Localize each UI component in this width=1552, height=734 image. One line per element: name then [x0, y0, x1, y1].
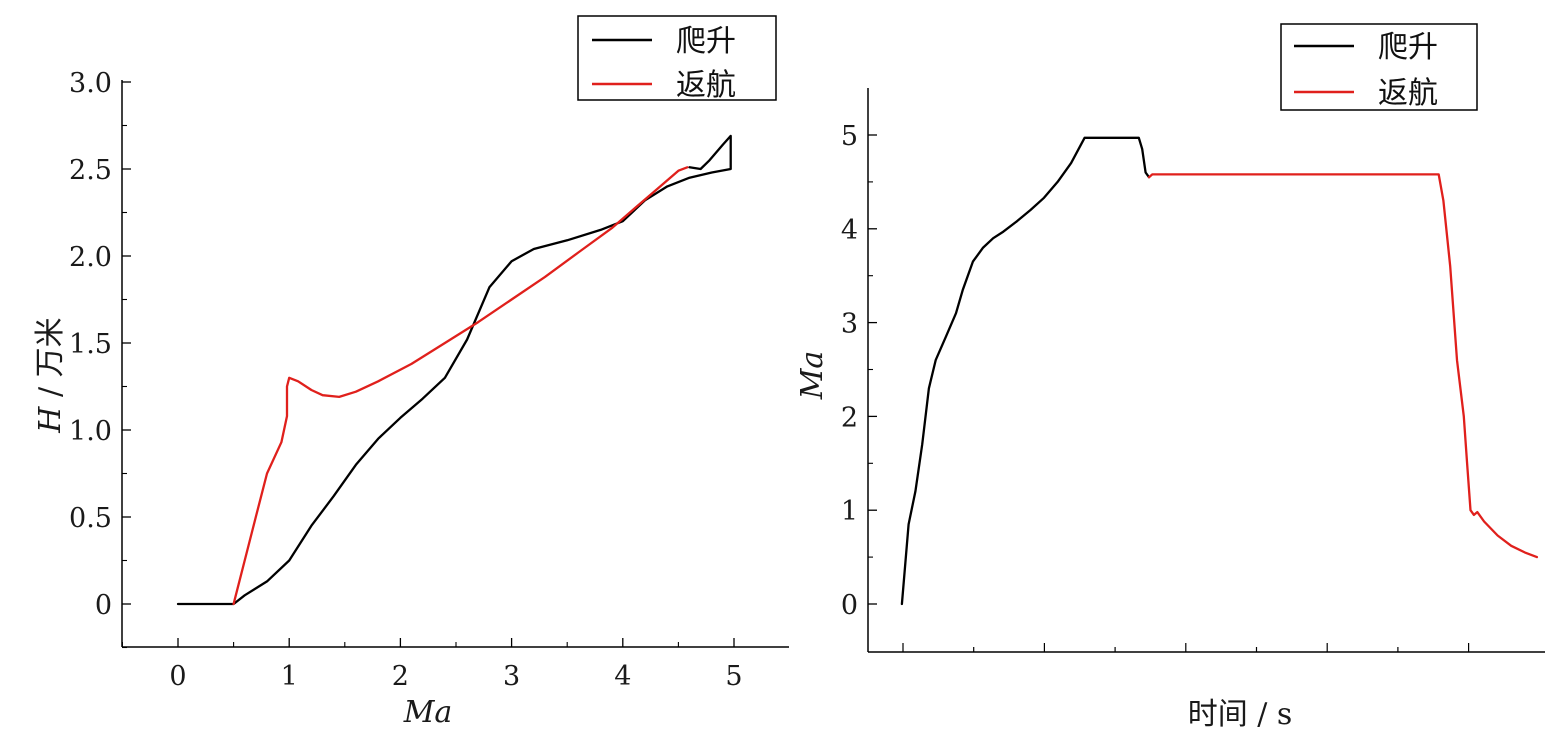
chart2-series-return — [1147, 173, 1539, 559]
chart1-x-axis-label: Ma — [403, 695, 453, 730]
chart2-series — [900, 136, 1539, 606]
chart1-legend-label-return: 返航 — [676, 68, 736, 103]
chart1-x-tick-label: 4 — [614, 661, 631, 692]
chart1-legend-box — [577, 15, 777, 101]
chart1-series — [176, 134, 732, 606]
chart2-y-tick-label: 2 — [841, 402, 858, 433]
chart2-legend: 爬升 返航 — [1280, 23, 1478, 111]
chart2-y-axis-label: Ma — [795, 351, 830, 401]
chart-mach-vs-time: 0 1 2 3 4 5 时间 / s Ma 爬升 返航 — [795, 23, 1545, 732]
chart1-y-tick-label: 0 — [95, 590, 112, 621]
chart-altitude-vs-mach: 0 1 2 3 4 5 0 0.5 1.0 1.5 2.0 2.5 3.0 Ma H / 万米 爬升 返… — [33, 15, 789, 730]
chart1-axes: 0 1 2 3 4 5 0 0.5 1.0 1.5 2.0 2.5 3.0 — [69, 68, 789, 692]
chart1-y-tick-label: 3.0 — [69, 68, 112, 99]
chart1-y-axis-separator: / — [33, 377, 68, 397]
chart2-y-tick-label: 1 — [841, 496, 858, 527]
chart2-legend-label-return: 返航 — [1378, 76, 1438, 111]
chart1-y-axis-variable: H — [33, 406, 68, 434]
chart1-y-tick-label: 1.5 — [69, 329, 112, 360]
chart1-y-tick-label: 0.5 — [69, 503, 112, 534]
chart1-legend-label-climb: 爬升 — [676, 24, 736, 59]
chart1-series-return — [232, 166, 689, 606]
chart1-legend: 爬升 返航 — [577, 15, 777, 103]
chart2-series-climb — [900, 136, 1151, 606]
chart2-y-tick-label: 5 — [841, 121, 858, 152]
chart1-y-axis-label: H / 万米 — [33, 317, 68, 433]
chart1-y-tick-label: 1.0 — [69, 416, 112, 447]
chart1-x-tick-label: 3 — [503, 661, 520, 692]
svg-text:H / 万米: H / 万米 — [33, 317, 68, 433]
chart2-axes: 0 1 2 3 4 5 — [841, 88, 1545, 653]
chart1-x-tick-label: 2 — [392, 661, 409, 692]
chart2-y-tick-label: 0 — [841, 590, 858, 621]
chart2-y-tick-label: 3 — [841, 309, 858, 340]
chart1-series-climb — [176, 134, 732, 606]
chart1-y-axis-unit: 万米 — [33, 317, 68, 377]
chart2-legend-label-climb: 爬升 — [1378, 30, 1438, 65]
chart2-legend-box — [1280, 23, 1478, 111]
chart1-y-tick-label: 2.0 — [69, 242, 112, 273]
chart1-x-tick-label: 5 — [725, 661, 742, 692]
chart1-x-tick-label: 0 — [169, 661, 186, 692]
chart1-y-tick-label: 2.5 — [69, 155, 112, 186]
chart2-y-tick-label: 4 — [841, 215, 858, 246]
chart1-x-tick-label: 1 — [281, 661, 298, 692]
chart2-x-axis-label: 时间 / s — [1188, 697, 1293, 732]
